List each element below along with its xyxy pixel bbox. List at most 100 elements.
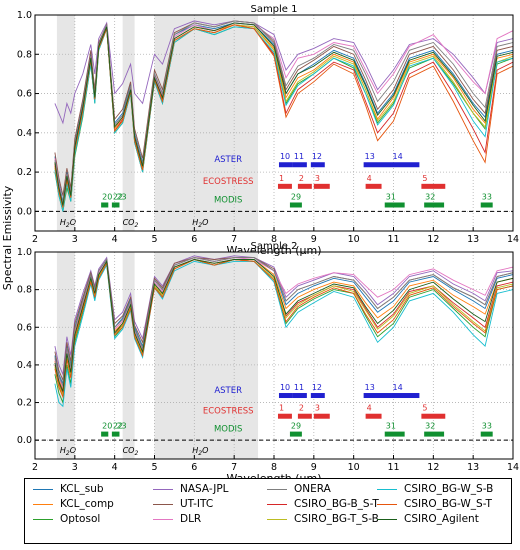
sensor-band-label: 4 <box>367 404 372 413</box>
label-part: CO <box>123 446 135 455</box>
x-tick-label: 13 <box>467 462 479 473</box>
legend-swatch <box>153 519 173 520</box>
y-axis-label: Spectral Emissivity <box>1 185 14 290</box>
sensor-band-bar <box>365 413 382 419</box>
legend: KCL_sub KCL_comp Optosol NASA-JPL UT-ITC DLR O… <box>24 478 512 544</box>
sensor-band-label: 3 <box>315 174 320 183</box>
series-line-CSIRO_Agilent <box>54 22 514 206</box>
legend-swatch <box>153 489 173 490</box>
y-tick-label: 0.4 <box>17 128 32 139</box>
legend-swatch <box>267 504 287 505</box>
sensor-band-label: 22 <box>113 192 123 201</box>
sensor-band-label: 11 <box>294 152 304 161</box>
sensor-band-label: 23 <box>116 192 126 201</box>
x-tick-label: 6 <box>191 462 197 473</box>
x-tick-label: 7 <box>231 234 237 245</box>
label-subscript: 2 <box>66 450 70 457</box>
legend-swatch <box>33 504 53 505</box>
sensor-band-bar <box>278 162 293 168</box>
sensor-band-label: 22 <box>113 422 123 431</box>
sensor-band-bar <box>292 393 307 399</box>
x-tick-label: 5 <box>151 234 157 245</box>
sensor-name-aster: ASTER <box>214 386 242 396</box>
y-tick-label: 0.2 <box>17 398 32 409</box>
sensor-band-label: 14 <box>393 383 403 392</box>
legend-label: UT-ITC <box>180 498 214 510</box>
sensor-band-bar <box>278 393 293 399</box>
sensor-band-label: 29 <box>291 192 301 201</box>
y-tick-label: 0.8 <box>17 285 32 296</box>
label-part: O <box>70 446 76 455</box>
x-tick-label: 14 <box>507 234 519 245</box>
sensor-band-label: 20 <box>102 422 112 431</box>
sensor-band-bar <box>111 202 116 208</box>
x-tick-label: 8 <box>271 462 277 473</box>
series-line-NASA-JPL <box>54 255 514 377</box>
sensor-band-bar <box>365 183 382 189</box>
label-part: O <box>202 218 208 227</box>
sensor-band-bar <box>384 431 405 437</box>
x-tick-label: 9 <box>311 234 317 245</box>
sensor-band-bar <box>363 162 392 168</box>
absorption-band-shade <box>122 15 135 231</box>
y-tick-label: 1.0 <box>17 10 32 21</box>
sensor-band-label: 32 <box>425 192 435 201</box>
sensor-band-label: 1 <box>279 174 284 183</box>
legend-label: CSIRO_BG-W_S-B <box>404 483 494 495</box>
legend-swatch <box>377 489 397 490</box>
x-tick-label: 2 <box>32 234 38 245</box>
legend-label: NASA-JPL <box>180 483 229 495</box>
sensor-band-label: 13 <box>365 383 375 392</box>
sensor-band-bar <box>480 431 493 437</box>
y-tick-label: 0.0 <box>17 206 32 217</box>
sensor-band-bar <box>391 393 420 399</box>
label-part: H <box>60 446 66 455</box>
absorption-band-label: H2O <box>192 218 208 229</box>
sensor-band-bar <box>363 393 392 399</box>
y-tick-label: 0.4 <box>17 360 32 371</box>
absorption-band-label: CO2 <box>123 446 139 457</box>
sensor-band-label: 33 <box>482 192 492 201</box>
x-tick-label: 8 <box>271 234 277 245</box>
sensor-name-ecostress: ECOSTRESS <box>203 177 254 187</box>
x-tick-label: 11 <box>387 462 399 473</box>
sensor-band-label: 29 <box>291 422 301 431</box>
sensor-band-bar <box>101 431 109 437</box>
x-tick-label: 3 <box>72 462 78 473</box>
sensor-band-bar <box>310 162 325 168</box>
legend-swatch <box>377 504 397 505</box>
sensor-band-bar <box>277 413 292 419</box>
sensor-band-label: 23 <box>116 422 126 431</box>
absorption-band-label: H2O <box>60 218 76 229</box>
legend-swatch <box>267 519 287 520</box>
x-tick-label: 2 <box>32 462 38 473</box>
sensor-band-bar <box>313 413 330 419</box>
absorption-band-shade <box>122 252 135 459</box>
sensor-band-label: 2 <box>299 404 304 413</box>
series-line-CSIRO_BG-W_S-B <box>54 260 514 408</box>
sensor-band-label: 3 <box>315 404 320 413</box>
y-tick-label: 0.6 <box>17 322 32 333</box>
sensor-band-label: 13 <box>365 152 375 161</box>
label-subscript: 2 <box>198 222 202 229</box>
sensor-band-bar <box>289 431 302 437</box>
sensor-band-bar <box>101 202 109 208</box>
sensor-band-label: 31 <box>386 422 396 431</box>
sensor-band-bar <box>289 202 302 208</box>
sensor-band-bar <box>277 183 292 189</box>
panel-title: Sample 2 <box>250 241 297 252</box>
x-tick-label: 10 <box>348 462 360 473</box>
x-tick-label: 4 <box>112 234 118 245</box>
x-tick-label: 9 <box>311 462 317 473</box>
legend-swatch <box>377 519 397 520</box>
sensor-name-aster: ASTER <box>214 155 242 165</box>
sensor-band-bar <box>115 202 120 208</box>
label-subscript: 2 <box>198 450 202 457</box>
sensor-band-label: 12 <box>312 152 322 161</box>
x-tick-label: 4 <box>112 462 118 473</box>
label-part: CO <box>123 218 135 227</box>
sensor-band-bar <box>421 413 446 419</box>
sensor-name-modis: MODIS <box>214 425 242 435</box>
x-tick-label: 6 <box>191 234 197 245</box>
